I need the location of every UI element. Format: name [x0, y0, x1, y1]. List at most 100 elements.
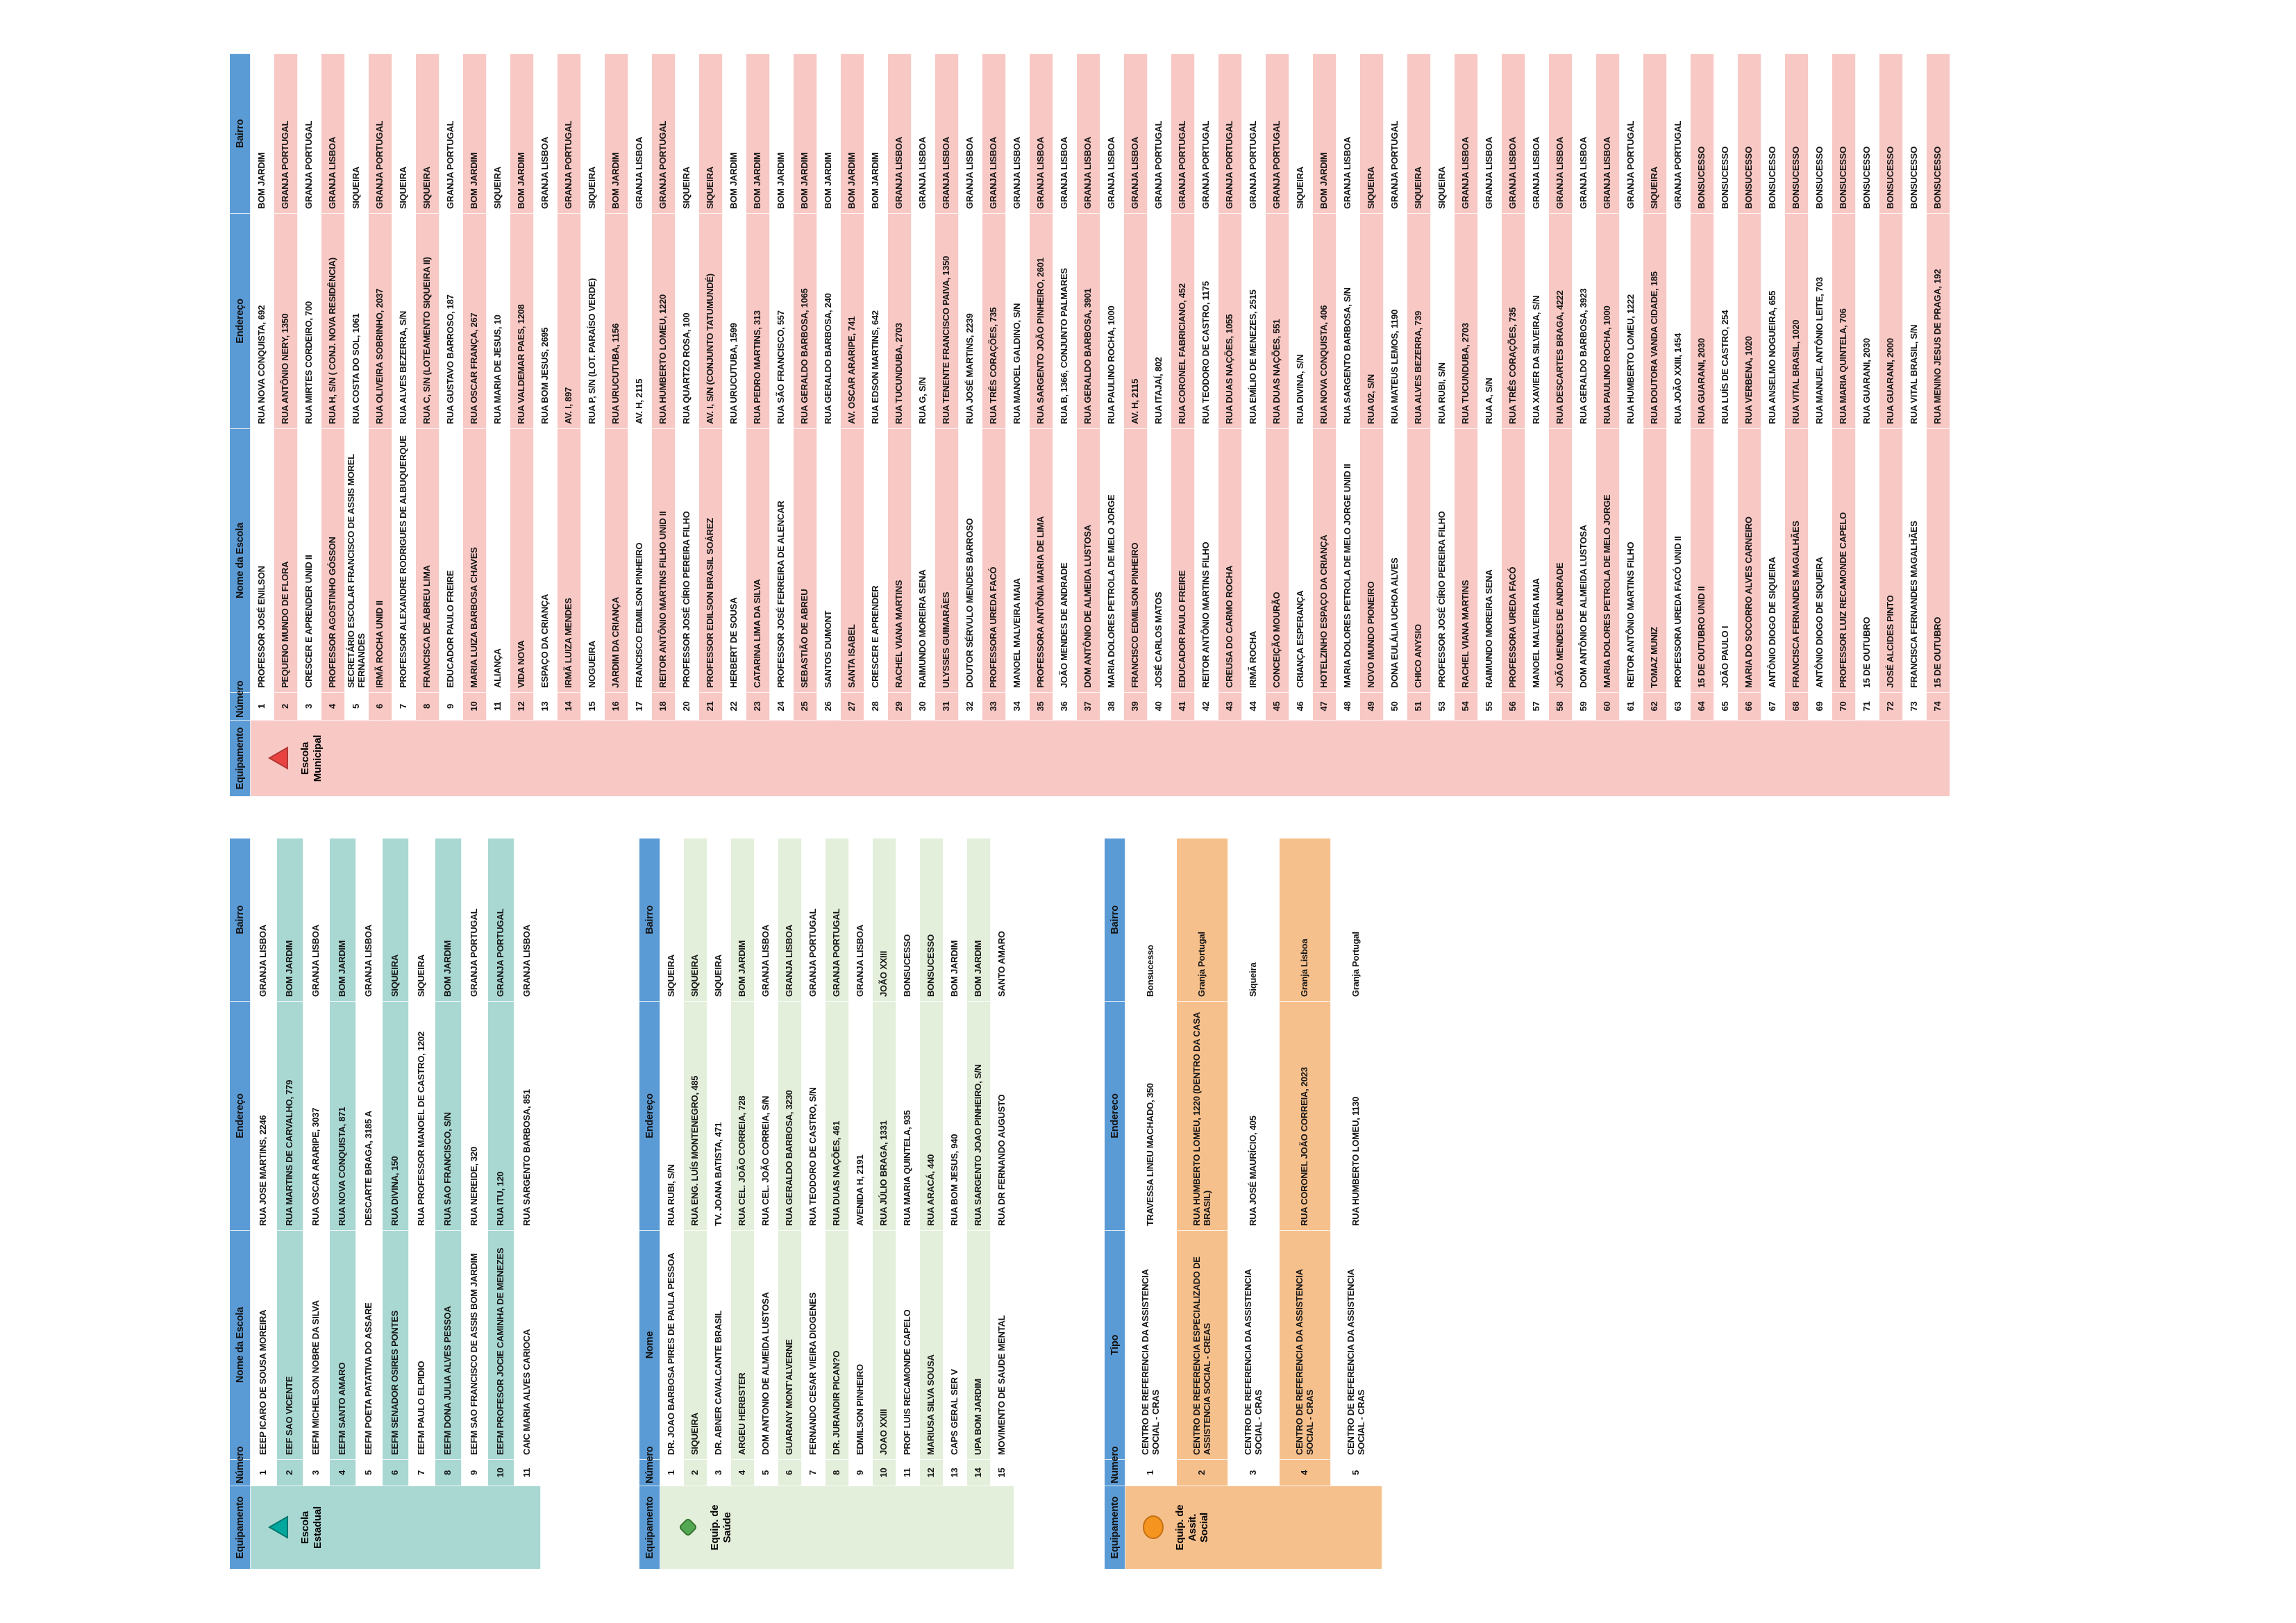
cell-endereco: RUA NOVA CONQUISTA, 406 [1312, 213, 1336, 429]
table-row: 30 RAIMUNDO MOREIRA SENA RUA G, S/N GRANJA … [911, 53, 935, 797]
cell-nome: MARIA DOLORES PETROLA DE MELO JORGE [1100, 428, 1124, 693]
cell-endereco: RUA TUCUNDUBA, 2703 [1454, 213, 1478, 429]
cell-endereco: RUA GERALDO BARBOSA, 3901 [1076, 213, 1100, 429]
cell-endereco: RUA SARGENTO JOAO PINHEIRO, S/N [966, 1001, 991, 1231]
cell-numero: 56 [1501, 692, 1525, 721]
cell-numero: 6 [368, 692, 392, 721]
cell-nome: HOTELZINHO ESPAÇO DA CRIANÇA [1312, 428, 1336, 693]
cell-bairro: BOM JARDIM [864, 53, 888, 214]
table-row: 16 JARDIM DA CRIANÇA RUA URUCUTUBA, 1156 BO… [604, 53, 628, 797]
cell-bairro: GRANJA PORTUGAL [1241, 53, 1266, 214]
cell-numero: 6 [382, 1459, 409, 1486]
cell-nome: EDUCADOR PAULO FREIRE [1171, 428, 1195, 693]
table-row: 4 EEFM SANTO AMARO RUA NOVA CONQUISTA, 871… [329, 838, 356, 1570]
table-row: 74 15 DE OUTUBRO RUA MENINO JESUS DE PRAGA… [1926, 53, 1950, 797]
cell-nome: CENTRO DE REFERENCIA DA ASSISTENCIA SOCI… [1330, 1230, 1382, 1460]
cell-endereco: RUA SARGENTO JOÃO PINHEIRO, 2601 [1029, 213, 1053, 429]
cell-numero: 9 [461, 1459, 488, 1486]
cell-numero: 1 [250, 692, 274, 721]
cell-bairro: BOM JARDIM [943, 838, 967, 1002]
table-row: 5 CENTRO DE REFERENCIA DA ASSISTENCIA SOC… [1330, 838, 1382, 1570]
cell-nome: CAPS GERAL SER V [943, 1230, 967, 1460]
cell-numero: 10 [487, 1459, 514, 1486]
table-row: 71 15 DE OUTUBRO RUA GUARANI, 2030 BONSUCES… [1855, 53, 1879, 797]
table-row: 13 CAPS GERAL SER V RUA BOM JESUS, 940 BOM … [943, 838, 967, 1570]
table-row: 54 RACHEL VIANA MARTINS RUA TUCUNDUBA, 270… [1454, 53, 1478, 797]
cell-numero: 10 [872, 1459, 896, 1486]
table-row: 5 EEFM POETA PATATIVA DO ASSARE DESCARTE B… [355, 838, 383, 1570]
cell-bairro: BOM JARDIM [604, 53, 628, 214]
equipamento-band-content: Equip. de Assit. Social [1125, 1486, 1211, 1569]
table-row: 20 PROFESSOR JOSÉ CÍRIO PEREIRA FILHO RUA … [675, 53, 699, 797]
cell-bairro: GRANJA LISBOA [355, 838, 383, 1002]
table-row: 6 IRMÃ ROCHA UNID II RUA OLIVEIRA SOBRINHO… [368, 53, 392, 797]
cell-endereco: RUA HUMBERTO LOMEU, 1220 [651, 213, 676, 429]
orange-circle-icon [1143, 1515, 1164, 1540]
table-row: 10 JOAO XXIII RUA JÚLIO BRAGA, 1331 JOÃO XX… [872, 838, 896, 1570]
cell-nome: ANTÔNIO DIOGO DE SIQUEIRA [1761, 428, 1785, 693]
cell-bairro: GRANJA LISBOA [1100, 53, 1124, 214]
cell-endereco: RUA TEODORO DE CASTRO, S/N [801, 1001, 826, 1231]
cell-nome: TOMAZ MUNIZ [1643, 428, 1667, 693]
table-row: 12 VIDA NOVA RUA VALDEMAR PAES, 1208 BOM JA… [510, 53, 534, 797]
cell-endereco: AV. H, 2115 [628, 213, 652, 429]
cell-bairro: GRANJA LISBOA [1595, 53, 1620, 214]
cell-nome: EEFM POETA PATATIVA DO ASSARE [355, 1230, 383, 1460]
header-row: Equipamento Número Nome Endereço Bairro [639, 838, 660, 1570]
table-row: 26 SANTOS DUMONT RUA GERALDO BARBOSA, 240 B… [816, 53, 841, 797]
cell-nome: 15 DE OUTUBRO [1855, 428, 1879, 693]
cell-endereco: RUA VERBENA, 1020 [1737, 213, 1761, 429]
cell-numero: 8 [415, 692, 439, 721]
cell-endereco: RUA HUMBERTO LOMEU, 1222 [1619, 213, 1643, 429]
cell-numero: 64 [1690, 692, 1714, 721]
cell-bairro: GRANJA LISBOA [1076, 53, 1100, 214]
cell-endereco: RUA DUAS NAÇÕES, 1055 [1218, 213, 1242, 429]
table-row: 12 MARIUSA SILVA SOUSA RUA ARACÁ, 440 BONSU… [919, 838, 944, 1570]
cell-numero: 65 [1713, 692, 1738, 721]
cell-endereco: RUA H, S/N ( CONJ. NOVA RESIDÊNCIA) [321, 213, 345, 429]
cell-bairro: SIQUEIRA [683, 838, 707, 1002]
cell-nome: MARIA LUIZA BARBOSA CHAVES [462, 428, 487, 693]
cell-nome: MARIA DOLORES PETROLA DE MELO JORGE [1595, 428, 1620, 693]
table-row: Equip. de Saúde 1 DR. JOAO BARBOSA PIRES D… [660, 838, 1014, 1570]
cell-nome: UPA BOM JARDIM [966, 1230, 991, 1460]
table-row: 24 PROFESSOR JOSÉ FERREIRA DE ALENCAR RUA … [769, 53, 794, 797]
cell-bairro: GRANJA PORTUGAL [801, 838, 826, 1002]
cell-endereco: RUA EDSON MARTINS, 642 [864, 213, 888, 429]
cell-numero: 8 [435, 1459, 462, 1486]
column-header-0: Equipamento [229, 720, 251, 797]
cell-nome: FRANCISCO EDMILSON PINHEIRO [628, 428, 652, 693]
column-header-0: Equipamento [1104, 1486, 1125, 1570]
cell-bairro: GRANJA LISBOA [935, 53, 959, 214]
cell-bairro: Siqueira [1227, 838, 1280, 1002]
cell-numero: 37 [1076, 692, 1100, 721]
cell-numero: 7 [408, 1459, 435, 1486]
cell-nome: PEQUENO MUNDO DE FLORA [274, 428, 298, 693]
table-row: 10 MARIA LUIZA BARBOSA CHAVES RUA OSCAR FR… [462, 53, 487, 797]
cell-numero: 50 [1383, 692, 1407, 721]
cell-nome: FRANCISCO EDMILSON PINHEIRO [1123, 428, 1148, 693]
table-row: 9 EDUCADOR PAULO FREIRE RUA GUSTAVO BARROS… [439, 53, 463, 797]
equipamento-label: Escola Estadual [299, 1506, 324, 1549]
cell-numero: 69 [1808, 692, 1832, 721]
table-row: 64 15 DE OUTUBRO UNID II RUA GUARANI, 2030… [1690, 53, 1714, 797]
cell-bairro: GRANJA LISBOA [1572, 53, 1596, 214]
table-row: 9 EDMILSON PINHEIRO AVENIDA H, 2191 GRANJA … [848, 838, 873, 1570]
cell-nome: PROFESSOR JOSÉ CÍRIO PEREIRA FILHO [1430, 428, 1455, 693]
equipamento-label: Equip. de Assit. Social [1174, 1504, 1211, 1551]
cell-endereco: RUA ALVES BEZERRA, 739 [1407, 213, 1431, 429]
cell-numero: 5 [344, 692, 369, 721]
table-row: 53 PROFESSOR JOSÉ CÍRIO PEREIRA FILHO RUA … [1430, 53, 1455, 797]
column-header-0: Equipamento [229, 1486, 251, 1570]
cell-nome: ALIANÇA [486, 428, 510, 693]
cell-nome: 15 DE OUTUBRO UNID II [1690, 428, 1714, 693]
cell-numero: 67 [1761, 692, 1785, 721]
column-header-4: Bairro [229, 838, 251, 1002]
table-row: 40 JOSÉ CARLOS MATOS RUA ITAJAÍ, 802 GRANJA… [1147, 53, 1171, 797]
cell-nome: EEFM SAO FRANCISCO DE ASSIS BOM JARDIM [461, 1230, 488, 1460]
table-row: 4 CENTRO DE REFERENCIA DA ASSISTENCIA SOC… [1279, 838, 1331, 1570]
cell-numero: 2 [683, 1459, 707, 1486]
cell-bairro: GRANJA PORTUGAL [557, 53, 581, 214]
cell-numero: 4 [730, 1459, 755, 1486]
cell-endereco: RUA CEL. JOÃO CORREIA, 728 [730, 1001, 755, 1231]
